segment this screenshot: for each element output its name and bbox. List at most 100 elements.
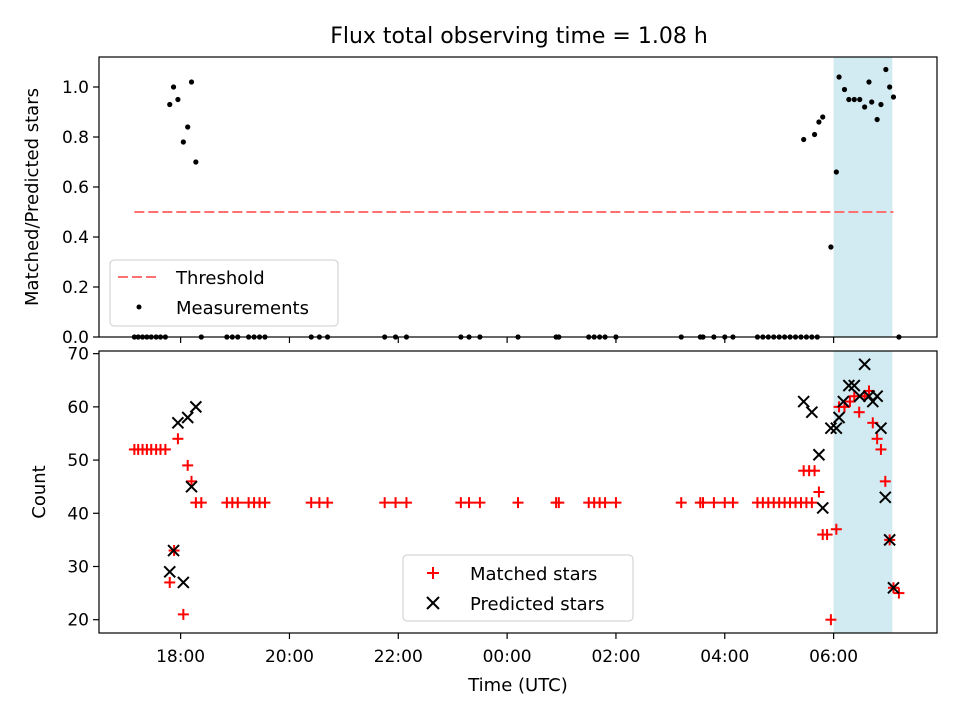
bottom-count-points: [128, 358, 905, 626]
matched-star-point: [599, 497, 611, 509]
matched-star-point: [848, 390, 860, 402]
top-y-tick-label: 1.0: [62, 78, 89, 98]
measurement-point: [851, 96, 857, 103]
predicted-star-point: [189, 400, 203, 414]
bottom-panel: 20 30 40 50 60 70 18:00 20:00 22:00 00:00 02:00 04…: [29, 345, 938, 696]
top-y-tick-label: 0.4: [62, 228, 89, 248]
matched-star-point: [871, 433, 883, 445]
matched-star-point: [813, 486, 825, 498]
measurement-point: [866, 79, 872, 85]
top-y-tick-label: 0.0: [62, 328, 89, 348]
predicted-star-point: [830, 421, 843, 435]
legend-predicted-swatch: [426, 596, 440, 610]
matched-star-point: [390, 497, 402, 509]
predicted-star-point: [879, 491, 892, 504]
top-y-axis: 0.0 0.2 0.4 0.6 0.8 1.0: [62, 78, 99, 348]
bottom-plot-frame: [98, 350, 938, 634]
matched-star-point: [853, 406, 865, 418]
predicted-star-point: [185, 480, 198, 493]
measurement-point: [846, 96, 852, 103]
legend-measurements-label: Measurements: [176, 298, 309, 319]
top-panel: 0.0 0.2 0.4 0.6 0.8 1.0 Matched/Predicted sta…: [22, 56, 938, 348]
top-y-axis-label: Matched/Predicted stars: [22, 88, 43, 306]
matched-star-point: [512, 497, 524, 509]
top-y-tick-label: 0.8: [62, 128, 89, 148]
matched-star-point: [825, 614, 837, 626]
bottom-legend: Matched stars Predicted stars: [402, 554, 634, 622]
bottom-y-tick-label: 40: [67, 504, 89, 524]
top-plot-frame: [98, 56, 938, 338]
measurement-point: [811, 131, 818, 138]
predicted-star-point: [883, 533, 896, 547]
measurement-point: [883, 66, 889, 73]
bottom-y-axis: 20 30 40 50 60 70: [67, 345, 99, 631]
matched-star-point: [186, 475, 198, 487]
legend-threshold-label: Threshold: [175, 268, 265, 289]
predicted-star-point: [181, 411, 194, 424]
x-tick-label: 04:00: [700, 647, 749, 667]
x-tick-label: 18:00: [156, 647, 205, 667]
measurement-point: [890, 94, 897, 100]
matched-star-point: [697, 497, 709, 509]
measurement-point: [878, 101, 884, 108]
matched-star-point: [821, 529, 833, 541]
x-tick-label: 20:00: [265, 647, 314, 667]
measurement-point: [175, 96, 181, 103]
matched-star-point: [159, 443, 171, 455]
measurement-point: [874, 116, 880, 123]
predicted-star-point: [870, 390, 884, 403]
x-tick-label: 00:00: [483, 647, 532, 667]
x-axis-label: Time (UTC): [467, 675, 568, 696]
matched-star-point: [182, 459, 194, 471]
measurement-point: [820, 114, 826, 120]
predicted-star-point: [797, 395, 810, 408]
matched-star-point: [809, 465, 821, 477]
predicted-star-point: [167, 544, 180, 557]
matched-star-point: [164, 576, 176, 588]
x-tick-label: 02:00: [591, 647, 640, 667]
bottom-y-axis-label: Count: [29, 465, 50, 518]
measurement-point: [828, 244, 834, 250]
bottom-y-tick-label: 60: [67, 398, 89, 418]
bottom-y-tick-label: 20: [67, 611, 89, 631]
bottom-y-tick-label: 30: [67, 557, 89, 577]
top-y-tick-label: 0.2: [62, 278, 89, 298]
matched-star-point: [195, 497, 207, 509]
matched-star-point: [610, 497, 622, 509]
measurement-point: [836, 74, 842, 80]
matched-star-point: [727, 497, 739, 509]
predicted-star-point: [858, 358, 871, 371]
matched-star-point: [177, 608, 189, 620]
predicted-star-point: [874, 421, 888, 435]
matched-star-point: [553, 497, 565, 509]
predicted-star-point: [837, 395, 850, 408]
measurement-point: [887, 84, 893, 90]
matched-star-point: [875, 443, 887, 455]
top-y-tick-label: 0.6: [62, 178, 89, 198]
measurement-point: [170, 84, 177, 90]
matched-star-point: [463, 497, 475, 509]
legend-measurements-swatch: [136, 304, 142, 310]
legend-matched-label: Matched stars: [470, 564, 597, 585]
predicted-star-point: [171, 416, 185, 430]
measurement-point: [188, 79, 195, 85]
measurement-point: [185, 124, 191, 130]
x-tick-label: 06:00: [809, 647, 858, 667]
matched-star-point: [830, 523, 842, 535]
matched-star-point: [172, 433, 184, 445]
predicted-star-point: [805, 405, 819, 419]
matched-star-point: [322, 497, 334, 509]
bottom-y-tick-label: 70: [67, 345, 89, 365]
bottom-shaded-region: [833, 351, 893, 633]
matched-star-point: [379, 497, 391, 509]
measurement-point: [193, 159, 199, 165]
matched-star-point: [474, 497, 486, 509]
top-shaded-region: [833, 57, 893, 337]
predicted-star-point: [816, 501, 829, 515]
measurement-point: [180, 139, 186, 145]
chart-title: Flux total observing time = 1.08 h: [330, 24, 708, 49]
matched-star-point: [675, 497, 687, 509]
measurement-point: [833, 169, 839, 175]
predicted-star-point: [824, 421, 838, 435]
